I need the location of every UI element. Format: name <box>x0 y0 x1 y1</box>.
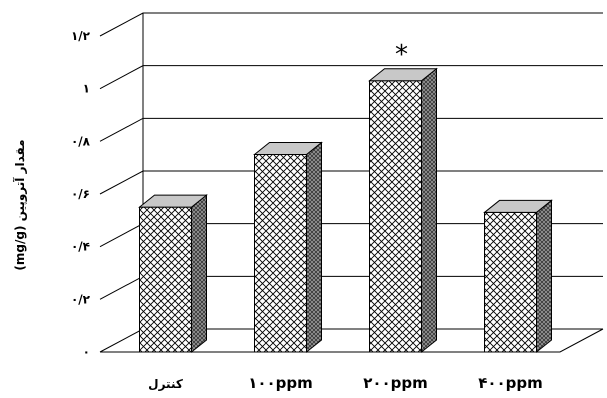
bar-front <box>254 154 307 353</box>
bar-top <box>253 142 323 155</box>
y-tick-label: ۰/۸ <box>71 134 91 148</box>
bar-front <box>139 206 192 353</box>
bar <box>138 194 208 354</box>
y-tick-label: ۱ <box>83 82 90 96</box>
y-tick-label: ۰/۶ <box>71 187 90 201</box>
bar <box>368 67 438 354</box>
y-tick-label: ۰/۴ <box>71 240 90 254</box>
bar-side <box>421 67 437 354</box>
chart-bars: * <box>138 40 553 354</box>
y-axis-ticks: ۰ ۰/۲ ۰/۴ ۰/۶ ۰/۸ ۱ ۱/۲ <box>71 29 91 359</box>
bar-front <box>369 80 422 353</box>
significance-marker: * <box>395 40 408 70</box>
bar <box>483 199 553 354</box>
bar-top <box>138 194 208 208</box>
x-axis-ticks: کنترل ۱۰۰ppm ۲۰۰ppm ۴۰۰ppm <box>148 374 543 392</box>
y-tick-label: ۰/۲ <box>71 292 91 306</box>
floor-edge <box>100 328 604 353</box>
bar-top <box>483 199 553 213</box>
x-tick-label: ۱۰۰ppm <box>248 374 313 392</box>
x-tick-label: ۲۰۰ppm <box>363 374 428 392</box>
gridline <box>99 65 603 90</box>
y-axis-label: مقدار آتروپین (mg/g) <box>12 139 28 270</box>
bar-side <box>191 194 207 354</box>
y-tick-label: ۱/۲ <box>71 29 91 43</box>
x-tick-label: ۴۰۰ppm <box>478 374 543 392</box>
y-tick-label: ۰ <box>83 345 90 359</box>
gridline <box>99 12 603 37</box>
bar-side <box>306 141 322 354</box>
x-tick-label: کنترل <box>148 377 183 391</box>
gridline <box>99 117 603 142</box>
gridline <box>99 170 603 195</box>
bar-side <box>536 199 552 354</box>
bar-front <box>484 211 537 353</box>
bar <box>253 141 323 354</box>
bar-top <box>368 68 438 82</box>
